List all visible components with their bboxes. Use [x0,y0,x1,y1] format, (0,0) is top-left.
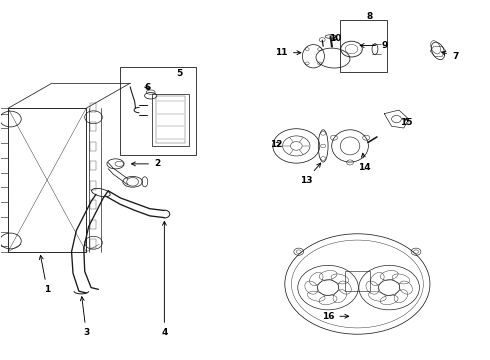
Text: 3: 3 [80,297,89,337]
Text: 1: 1 [39,256,50,294]
Text: 16: 16 [322,312,349,321]
Text: 12: 12 [270,140,283,149]
Bar [90,200,97,209]
Bar [90,220,97,229]
Text: 6: 6 [144,83,150,92]
Text: 9: 9 [360,41,388,50]
Text: 2: 2 [131,159,160,168]
Text: 5: 5 [176,69,182,78]
Bar [8,108,86,252]
Bar [90,142,97,151]
Text: 10: 10 [329,34,342,43]
Bar [345,271,369,291]
Text: 13: 13 [300,163,320,185]
Text: 11: 11 [275,48,301,57]
Text: 4: 4 [161,221,168,337]
Bar [90,103,97,112]
Text: 14: 14 [358,153,371,172]
Text: 7: 7 [441,51,458,61]
Bar [152,94,189,146]
Bar [90,239,97,248]
Text: 8: 8 [367,12,373,21]
Bar [340,21,387,72]
Bar [121,67,196,155]
Bar [90,161,97,170]
Bar [156,96,185,143]
Bar [90,181,97,190]
Text: 15: 15 [400,118,413,127]
Bar [90,122,97,131]
